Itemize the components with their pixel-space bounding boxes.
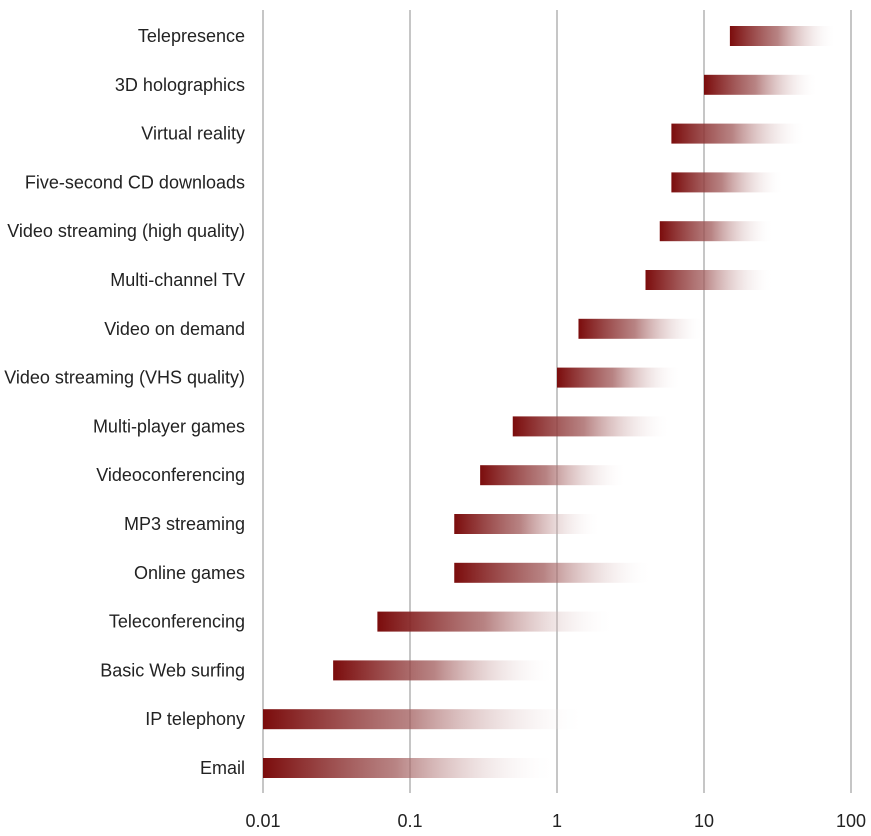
range-bar (377, 611, 616, 632)
category-label: Video streaming (VHS quality) (4, 368, 245, 388)
category-label: Online games (134, 563, 245, 583)
range-bar (333, 660, 557, 681)
x-tick-label-layer: 0.01 0.1 1 10 100 (245, 811, 866, 831)
category-label: Virtual reality (141, 124, 245, 144)
range-bar (557, 367, 682, 388)
category-label: Email (200, 758, 245, 778)
category-label: Multi-channel TV (110, 270, 245, 290)
range-bar (671, 123, 807, 144)
range-bar (480, 465, 628, 486)
category-label: Video streaming (high quality) (7, 221, 245, 241)
range-bar (263, 709, 588, 730)
range-bar (659, 221, 775, 242)
bar-layer (263, 26, 837, 778)
category-label: Multi-player games (93, 416, 245, 436)
category-label: 3D holographics (115, 75, 245, 95)
x-tick-label: 1 (552, 811, 562, 831)
category-label: Video on demand (104, 319, 245, 339)
range-bar (729, 26, 837, 46)
x-tick-label: 0.1 (397, 811, 422, 831)
range-bar (454, 514, 602, 534)
x-tick-label: 0.01 (245, 811, 280, 831)
category-label: MP3 streaming (124, 514, 245, 534)
category-label: IP telephony (145, 709, 245, 729)
range-bar (263, 758, 557, 778)
category-label: Telepresence (138, 26, 245, 46)
range-bar (704, 74, 819, 95)
category-label: Teleconferencing (109, 612, 245, 632)
range-bar (671, 172, 784, 193)
range-bar (454, 562, 654, 583)
category-label: Videoconferencing (96, 465, 245, 485)
x-tick-label: 10 (694, 811, 714, 831)
category-label: Basic Web surfing (100, 660, 245, 680)
range-bar (578, 318, 704, 339)
category-label: Five-second CD downloads (25, 172, 245, 192)
category-label-layer: Telepresence 3D holographics Virtual reali… (4, 26, 245, 778)
range-bar (645, 270, 775, 290)
range-bar (512, 416, 672, 437)
x-tick-label: 100 (836, 811, 866, 831)
